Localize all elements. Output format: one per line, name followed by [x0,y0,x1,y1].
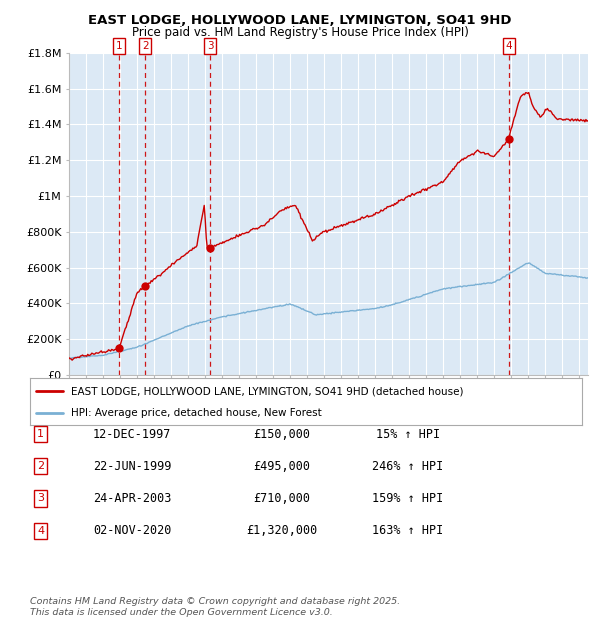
Text: 246% ↑ HPI: 246% ↑ HPI [373,460,443,472]
Text: 2: 2 [37,461,44,471]
Text: 24-APR-2003: 24-APR-2003 [93,492,171,505]
Text: Contains HM Land Registry data © Crown copyright and database right 2025.
This d: Contains HM Land Registry data © Crown c… [30,598,400,617]
Text: EAST LODGE, HOLLYWOOD LANE, LYMINGTON, SO41 9HD (detached house): EAST LODGE, HOLLYWOOD LANE, LYMINGTON, S… [71,386,464,396]
Text: 22-JUN-1999: 22-JUN-1999 [93,460,171,472]
Text: 3: 3 [207,41,214,51]
Text: 159% ↑ HPI: 159% ↑ HPI [373,492,443,505]
Text: 02-NOV-2020: 02-NOV-2020 [93,525,171,537]
Text: £1,320,000: £1,320,000 [247,525,317,537]
Text: 4: 4 [37,526,44,536]
Text: £150,000: £150,000 [254,428,311,440]
Text: Price paid vs. HM Land Registry's House Price Index (HPI): Price paid vs. HM Land Registry's House … [131,26,469,39]
Text: 3: 3 [37,494,44,503]
Text: 163% ↑ HPI: 163% ↑ HPI [373,525,443,537]
Text: £495,000: £495,000 [254,460,311,472]
Text: EAST LODGE, HOLLYWOOD LANE, LYMINGTON, SO41 9HD: EAST LODGE, HOLLYWOOD LANE, LYMINGTON, S… [88,14,512,27]
Text: 2: 2 [142,41,148,51]
Text: 4: 4 [505,41,512,51]
Text: £710,000: £710,000 [254,492,311,505]
Text: 15% ↑ HPI: 15% ↑ HPI [376,428,440,440]
Text: HPI: Average price, detached house, New Forest: HPI: Average price, detached house, New … [71,408,322,418]
Text: 1: 1 [116,41,122,51]
Text: 1: 1 [37,429,44,439]
Text: 12-DEC-1997: 12-DEC-1997 [93,428,171,440]
